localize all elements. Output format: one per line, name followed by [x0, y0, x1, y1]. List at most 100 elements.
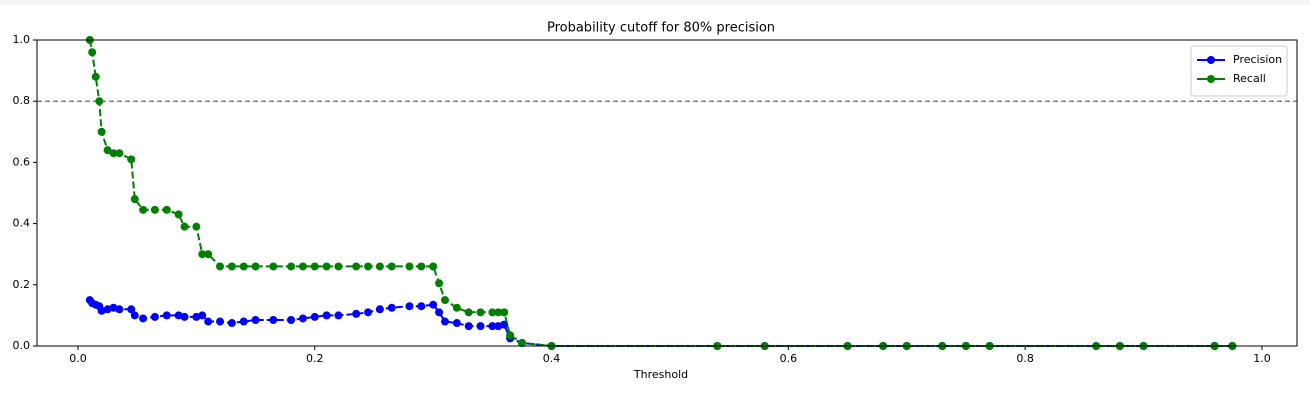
data-point [204, 317, 213, 326]
x-tick-label: 0.6 [780, 352, 798, 365]
y-tick-label: 0.6 [13, 155, 31, 168]
data-point [251, 315, 260, 324]
data-point [287, 315, 296, 324]
data-point [375, 262, 384, 271]
data-point [476, 322, 485, 331]
data-point [464, 308, 473, 317]
data-point [174, 210, 183, 219]
data-point [417, 302, 426, 311]
data-point [88, 48, 97, 57]
data-point [500, 308, 509, 317]
x-tick-label: 0.0 [69, 352, 87, 365]
data-point [162, 205, 171, 214]
data-point [375, 305, 384, 314]
legend-label: Precision [1233, 53, 1282, 66]
x-tick-label: 0.2 [306, 352, 324, 365]
data-point [494, 308, 503, 317]
data-point [464, 322, 473, 331]
data-point [139, 314, 148, 323]
data-point [405, 302, 414, 311]
data-point [216, 317, 225, 326]
y-tick-label: 0.0 [13, 339, 31, 352]
data-point [452, 303, 461, 312]
data-point [198, 250, 207, 259]
data-point [269, 262, 278, 271]
data-point [269, 315, 278, 324]
chart-title: Probability cutoff for 80% precision [547, 21, 775, 36]
data-point [115, 305, 124, 314]
x-tick-label: 0.4 [543, 352, 561, 365]
data-point [429, 300, 438, 309]
data-point [352, 309, 361, 318]
data-point [127, 155, 136, 164]
data-point [130, 311, 139, 320]
data-point [239, 317, 248, 326]
data-point [352, 262, 361, 271]
data-point [180, 312, 189, 321]
data-point [227, 262, 236, 271]
data-point [517, 338, 526, 347]
data-point [162, 311, 171, 320]
data-point [150, 312, 159, 321]
data-point [251, 262, 260, 271]
data-point [488, 308, 497, 317]
data-point [310, 312, 319, 321]
data-point [239, 262, 248, 271]
top-strip [0, 0, 1310, 5]
data-point [322, 262, 331, 271]
y-tick-label: 0.4 [13, 217, 31, 230]
data-point [180, 222, 189, 231]
data-point [310, 262, 319, 271]
legend-marker [1207, 56, 1215, 64]
legend-label: Recall [1233, 72, 1266, 85]
data-point [334, 262, 343, 271]
data-point [441, 317, 450, 326]
legend-box [1190, 45, 1288, 97]
data-point [417, 262, 426, 271]
y-tick-label: 0.2 [13, 278, 31, 291]
data-point [227, 319, 236, 328]
data-point [364, 308, 373, 317]
data-point [204, 250, 213, 259]
data-point [198, 311, 207, 320]
data-point [130, 195, 139, 204]
legend-marker [1207, 75, 1215, 83]
data-point [298, 314, 307, 323]
plot-frame [36, 39, 1298, 347]
data-point [405, 262, 414, 271]
x-tick-label: 0.8 [1016, 352, 1034, 365]
data-point [441, 296, 450, 305]
data-point [387, 262, 396, 271]
data-point [192, 222, 201, 231]
x-tick-label: 1.0 [1253, 352, 1271, 365]
y-tick-label: 1.0 [13, 33, 31, 46]
data-point [506, 331, 515, 340]
data-point [435, 279, 444, 288]
series-line [89, 299, 1233, 347]
data-point [287, 262, 296, 271]
data-point [150, 205, 159, 214]
series-line [88, 39, 1233, 347]
data-point [139, 205, 148, 214]
x-axis-label: Threshold [633, 368, 688, 381]
data-point [435, 308, 444, 317]
data-point [216, 262, 225, 271]
data-point [91, 72, 100, 81]
data-point [322, 311, 331, 320]
data-point [103, 146, 112, 155]
data-point [387, 303, 396, 312]
data-point [476, 308, 485, 317]
data-point [429, 262, 438, 271]
data-point [115, 149, 124, 158]
data-point [127, 305, 136, 314]
data-point [298, 262, 307, 271]
data-point [95, 97, 104, 106]
data-point [364, 262, 373, 271]
data-point [452, 319, 461, 328]
data-point [97, 127, 106, 136]
data-point [488, 322, 497, 331]
data-point [334, 311, 343, 320]
data-point [109, 149, 118, 158]
y-tick-label: 0.8 [13, 94, 31, 107]
